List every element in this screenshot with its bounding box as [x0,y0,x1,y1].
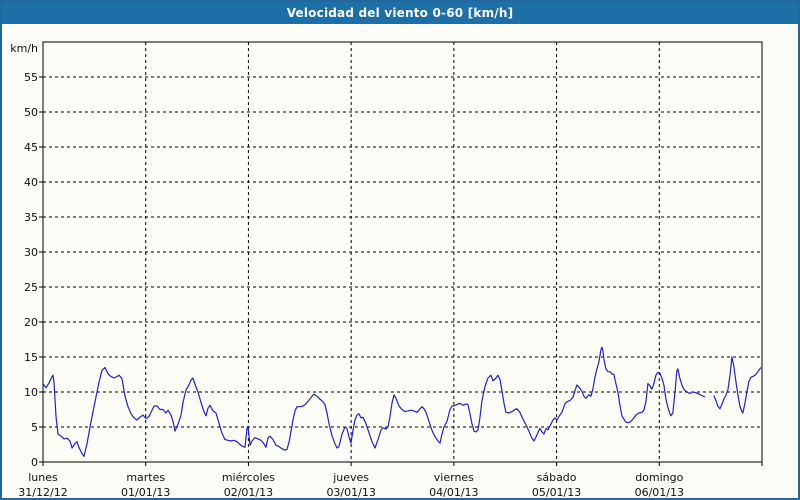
y-tick-label: 15 [24,351,38,364]
x-date-label: 06/01/13 [635,486,684,499]
y-tick-label: 5 [31,421,38,434]
y-tick-label: 40 [24,176,38,189]
x-day-label: viernes [434,471,474,484]
x-date-label: 02/01/13 [224,486,273,499]
y-tick-label: 20 [24,316,38,329]
y-tick-label: 50 [24,106,38,119]
x-day-label: martes [126,471,165,484]
x-day-label: lunes [28,471,58,484]
chart-title: Velocidad del viento 0-60 [km/h] [286,6,514,20]
x-date-label: 03/01/13 [326,486,375,499]
x-day-label: jueves [332,471,369,484]
x-day-label: sábado [537,471,577,484]
plot-border [42,41,763,463]
x-date-label: 31/12/12 [18,486,67,499]
chart-title-bar: Velocidad del viento 0-60 [km/h] [2,2,798,24]
y-tick-label: 0 [31,456,38,469]
y-tick-label: 25 [24,281,38,294]
y-tick-label: 45 [24,141,38,154]
x-date-label: 01/01/13 [121,486,170,499]
y-tick-label: 35 [24,211,38,224]
x-day-label: domingo [635,471,683,484]
wind-speed-line-segment [42,346,706,457]
y-tick-label: 30 [24,246,38,259]
x-day-label: miércoles [222,471,275,484]
x-date-label: 04/01/13 [429,486,478,499]
y-axis-unit-label: km/h [10,42,38,55]
x-date-label: 05/01/13 [532,486,581,499]
y-tick-label: 55 [24,71,38,84]
y-tick-label: 10 [24,386,38,399]
wind-speed-line-segment [713,356,762,414]
